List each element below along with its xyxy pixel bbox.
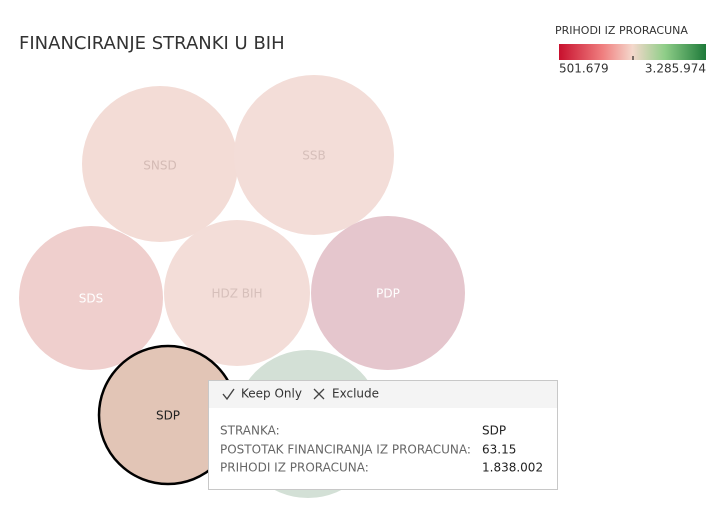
bubble-label: SDP [156, 409, 180, 423]
legend-min: 501.679 [559, 62, 609, 76]
bubble[interactable] [82, 86, 238, 242]
bubble-label: SDS [79, 292, 103, 306]
tooltip-label: POSTOTAK FINANCIRANJA IZ PRORACUNA: [220, 443, 471, 457]
bubble[interactable] [19, 226, 163, 370]
tooltip-value: 63.15 [482, 443, 516, 457]
bubble[interactable] [164, 220, 310, 366]
legend-title: PRIHODI IZ PRORACUNA [555, 24, 688, 37]
check-icon[interactable] [222, 388, 235, 401]
legend-gradient [559, 44, 706, 60]
bubble-label: SSB [302, 149, 325, 163]
bubble-label: HDZ BIH [211, 287, 262, 301]
tooltip-label: STRANKA: [220, 424, 280, 438]
keep-only[interactable]: Keep Only [241, 387, 302, 401]
bubble-label: SNSD [143, 159, 176, 173]
bubble-label: PDP [376, 287, 400, 301]
bubble[interactable] [234, 75, 394, 235]
tooltip: Keep Only Exclude STRANKA: SDP POSTOTAK … [208, 380, 558, 490]
bubble[interactable] [311, 216, 465, 370]
tooltip-label: PRIHODI IZ PRORACUNA: [220, 461, 369, 475]
x-icon[interactable] [313, 388, 325, 400]
tooltip-value: SDP [482, 424, 506, 438]
tooltip-value: 1.838.002 [482, 461, 543, 475]
tooltip-header [209, 381, 557, 408]
title: FINANCIRANJE STRANKI U BIH [19, 33, 285, 54]
exclude[interactable]: Exclude [332, 387, 379, 401]
legend-max: 3.285.974 [645, 62, 706, 76]
